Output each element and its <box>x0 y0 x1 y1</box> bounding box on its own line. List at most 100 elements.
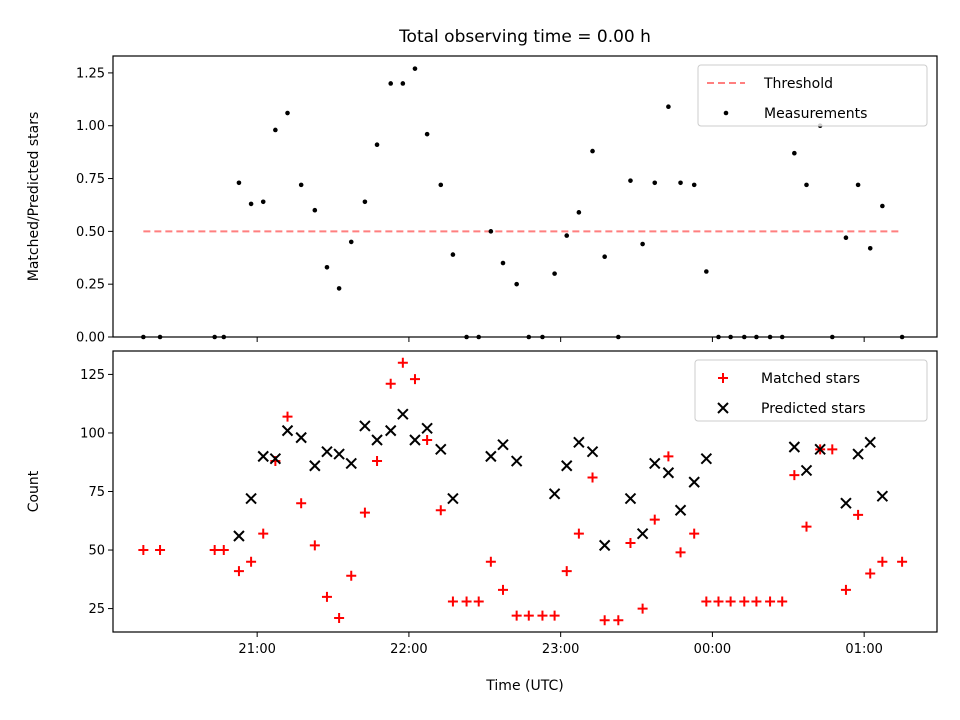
data-point <box>792 150 797 156</box>
data-point <box>497 438 509 451</box>
data-point <box>422 434 433 445</box>
y-tick-label: 0.00 <box>76 331 105 346</box>
data-point <box>312 207 318 213</box>
data-point <box>523 610 534 621</box>
data-point <box>421 422 433 434</box>
data-point <box>754 334 759 340</box>
data-point <box>853 509 864 520</box>
data-point <box>777 596 788 607</box>
y-tick-label: 25 <box>88 602 105 617</box>
ratio-panel: 0.00 0.25 0.50 0.75 1.00 1.25 Matched/Predicte… <box>26 55 938 346</box>
data-point <box>348 239 354 245</box>
data-point <box>675 547 686 558</box>
data-point <box>840 584 851 595</box>
legend-box <box>697 64 928 127</box>
data-point <box>616 334 621 340</box>
data-point <box>640 241 645 247</box>
data-point <box>561 566 572 577</box>
data-point <box>296 498 307 509</box>
data-point <box>843 235 849 240</box>
data-point <box>157 334 163 340</box>
data-point <box>321 445 333 458</box>
data-point <box>598 539 611 552</box>
data-point <box>233 530 245 542</box>
data-point <box>526 334 532 340</box>
y-tick-label: 75 <box>88 485 105 500</box>
data-point <box>716 334 721 340</box>
data-point <box>447 596 458 607</box>
data-point <box>548 488 561 500</box>
legend-box <box>694 359 928 422</box>
data-point <box>309 460 321 472</box>
data-point <box>485 450 497 463</box>
y-tick-label: 125 <box>80 368 105 383</box>
data-point <box>564 233 570 238</box>
data-point <box>309 540 320 551</box>
data-point <box>497 584 508 595</box>
data-point <box>435 443 447 456</box>
data-point <box>573 436 585 449</box>
data-point <box>500 260 506 266</box>
data-point <box>209 545 220 556</box>
data-point <box>725 596 736 607</box>
data-point <box>412 66 418 71</box>
data-point <box>637 603 648 614</box>
data-point <box>829 334 835 340</box>
data-point <box>485 556 496 567</box>
data-point <box>236 180 242 186</box>
y-tick-label: 0.25 <box>76 278 105 293</box>
data-point <box>678 180 683 186</box>
legend-swatch <box>717 402 729 414</box>
data-point <box>464 334 469 340</box>
legend-label: Threshold <box>763 76 833 92</box>
data-point <box>899 334 905 340</box>
data-point <box>298 182 304 188</box>
x-tick-label: 21:00 <box>238 642 275 657</box>
data-point <box>549 610 560 621</box>
x-axis-label: Time (UTC) <box>485 678 563 694</box>
data-point <box>666 104 671 110</box>
data-point <box>397 408 409 420</box>
data-point <box>336 286 342 291</box>
data-point <box>246 556 257 567</box>
data-point <box>450 252 456 257</box>
x-tick-label: 23:00 <box>542 642 579 657</box>
data-point <box>652 180 658 186</box>
x-tick-label: 22:00 <box>390 642 427 657</box>
legend-swatch <box>718 373 728 383</box>
data-point <box>461 596 472 607</box>
data-point <box>359 420 371 432</box>
data-point <box>346 570 357 581</box>
data-point <box>510 455 523 467</box>
y-tick-label: 50 <box>88 544 105 559</box>
data-point <box>258 528 269 539</box>
data-point <box>897 556 908 567</box>
data-point <box>409 374 420 385</box>
data-point <box>397 357 408 368</box>
data-point <box>636 527 649 540</box>
data-point <box>561 460 573 472</box>
data-point <box>739 596 750 607</box>
data-point <box>840 497 852 509</box>
data-point <box>435 505 446 516</box>
data-point <box>880 203 885 209</box>
data-point <box>248 201 254 207</box>
data-point <box>333 448 345 460</box>
data-point <box>245 492 257 505</box>
data-point <box>801 521 812 532</box>
data-point <box>751 596 762 607</box>
data-point <box>599 615 610 626</box>
legend-label: Matched stars <box>761 371 860 387</box>
data-point <box>141 334 146 340</box>
y-axis-label: Count <box>26 470 42 512</box>
data-point <box>257 450 269 463</box>
data-point <box>800 464 813 477</box>
data-point <box>689 528 700 539</box>
data-point <box>867 245 873 251</box>
data-point <box>700 453 713 465</box>
data-point <box>388 81 394 86</box>
data-point <box>371 434 383 446</box>
data-point <box>514 281 519 287</box>
data-point <box>688 476 700 488</box>
